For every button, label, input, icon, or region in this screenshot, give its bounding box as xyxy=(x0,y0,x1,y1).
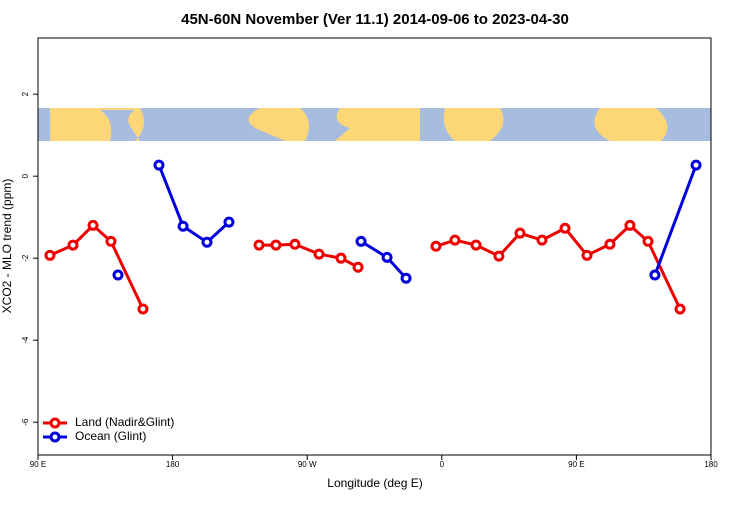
data-point xyxy=(624,219,636,231)
y-tick-label: -2 xyxy=(21,254,30,262)
plot-box xyxy=(37,37,712,456)
data-point xyxy=(201,236,213,248)
data-point xyxy=(559,222,571,234)
map-band xyxy=(38,108,711,141)
data-point xyxy=(223,216,235,228)
data-point xyxy=(449,234,461,246)
data-point xyxy=(153,159,165,171)
data-point xyxy=(44,249,56,261)
data-point xyxy=(253,239,265,251)
data-point xyxy=(352,261,364,273)
x-tick-label: 180 xyxy=(704,460,718,469)
y-tick-label: -6 xyxy=(21,418,30,426)
y-tick-label: 2 xyxy=(21,91,30,96)
legend-marker xyxy=(49,431,61,443)
data-point xyxy=(690,159,702,171)
data-point xyxy=(67,239,79,251)
legend-label: Ocean (Glint) xyxy=(75,429,146,443)
data-point xyxy=(105,235,117,247)
data-point xyxy=(604,238,616,250)
data-point xyxy=(642,235,654,247)
data-point xyxy=(177,220,189,232)
data-point xyxy=(289,238,301,250)
data-point xyxy=(493,250,505,262)
y-tick-label: 0 xyxy=(21,173,30,178)
data-point xyxy=(400,272,412,284)
x-tick-label: 90 W xyxy=(298,460,317,469)
data-point xyxy=(674,303,686,315)
data-point xyxy=(536,234,548,246)
data-point xyxy=(581,249,593,261)
x-tick-label: 90 E xyxy=(568,460,584,469)
x-axis-label: Longitude (deg E) xyxy=(327,476,422,490)
data-point xyxy=(112,269,124,281)
data-point xyxy=(137,303,149,315)
x-tick-label: 180 xyxy=(166,460,180,469)
data-point xyxy=(355,235,367,247)
data-point xyxy=(87,219,99,231)
x-tick-label: 90 E xyxy=(30,460,46,469)
y-axis-label: XCO2 - MLO trend (ppm) xyxy=(0,179,14,314)
data-point xyxy=(430,240,442,252)
y-tick-label: -4 xyxy=(21,336,30,344)
series-line xyxy=(157,164,698,280)
data-point xyxy=(514,227,526,239)
data-point xyxy=(335,252,347,264)
legend-label: Land (Nadir&Glint) xyxy=(75,415,174,429)
x-tick-label: 0 xyxy=(440,460,445,469)
legend-marker xyxy=(49,417,61,429)
data-point xyxy=(313,248,325,260)
data-point xyxy=(649,269,661,281)
data-point xyxy=(381,251,393,263)
chart-title: 45N-60N November (Ver 11.1) 2014-09-06 t… xyxy=(181,11,569,28)
data-point xyxy=(270,239,282,251)
data-point xyxy=(470,239,482,251)
